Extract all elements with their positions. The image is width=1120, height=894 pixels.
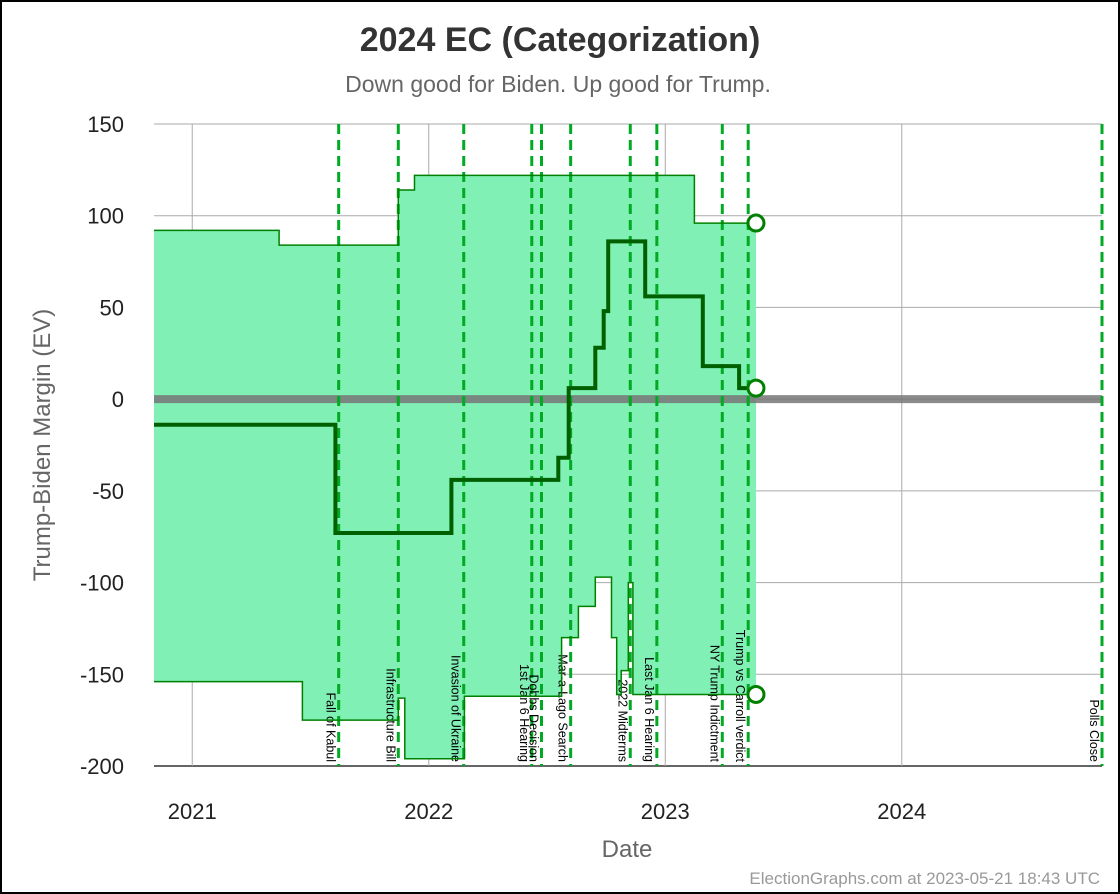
y-tick-label: -50 — [92, 479, 124, 504]
event-label: 1st Jan 6 Hearing — [517, 664, 531, 762]
axis-ticks: 150 100 50 0 -50 -100 -150 -200 2021 2022 2023 2024 — [80, 112, 926, 824]
y-axis-label: Trump-Biden Margin (EV) — [29, 309, 56, 582]
series-lines — [154, 174, 756, 760]
event-label: Mar-a-Lago Search — [556, 654, 570, 762]
footer-credit: ElectionGraphs.com at 2023-05-21 18:43 U… — [749, 869, 1100, 888]
y-tick-label: 0 — [112, 387, 124, 412]
event-label: Invasion of Ukraine — [449, 655, 463, 762]
y-tick-label: 50 — [100, 295, 124, 320]
series-line-expected — [154, 239, 756, 535]
y-tick-label: -200 — [80, 754, 124, 779]
x-tick-label: 2024 — [877, 799, 926, 824]
series-line-trump-best — [154, 174, 756, 246]
x-axis-label: Date — [602, 836, 653, 863]
event-label: Dobbs Decision — [527, 674, 541, 762]
event-label: Last Jan 6 Hearing — [642, 657, 656, 762]
chart-subtitle: Down good for Biden. Up good for Trump. — [345, 71, 771, 97]
event-label: Fall of Kabul — [324, 693, 338, 762]
x-tick-label: 2023 — [641, 799, 690, 824]
event-label: NY Trump Indictment — [707, 645, 721, 763]
chart-title: 2024 EC (Categorization) — [360, 21, 761, 59]
series-line-biden-best — [154, 576, 756, 760]
x-tick-label: 2022 — [404, 799, 453, 824]
event-label: Trump vs Carroll verdict — [733, 630, 747, 763]
endpoint-marker — [746, 213, 766, 233]
event-label: Polls Close — [1087, 699, 1101, 762]
event-label: 2022 Midterms — [615, 679, 629, 762]
y-tick-label: 100 — [87, 204, 124, 229]
y-tick-label: -150 — [80, 662, 124, 687]
endpoint-markers — [746, 213, 766, 704]
endpoint-marker — [746, 378, 766, 398]
event-label: Infrastructure Bill — [383, 668, 397, 762]
y-tick-label: 150 — [87, 112, 124, 137]
endpoint-marker — [746, 684, 766, 704]
x-tick-label: 2021 — [168, 799, 217, 824]
y-tick-label: -100 — [80, 571, 124, 596]
